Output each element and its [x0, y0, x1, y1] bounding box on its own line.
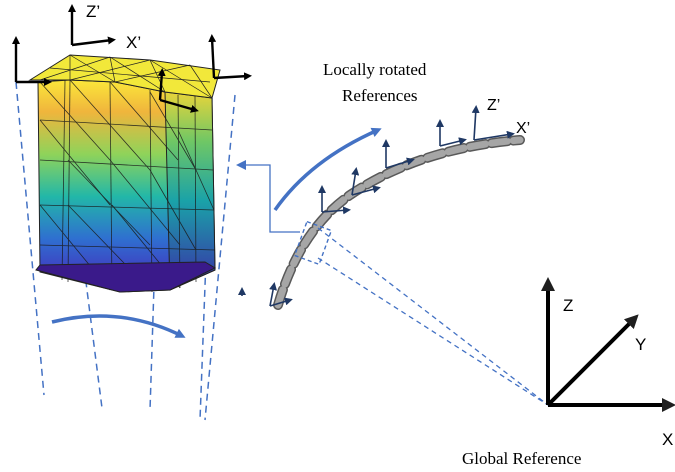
- local-refs-caption-line1: Locally rotated: [323, 60, 427, 79]
- local-triad-5: [436, 119, 467, 147]
- global-axis-y: [546, 314, 639, 407]
- block-axis-z-label: Z’: [86, 2, 100, 21]
- local-triad-3: [351, 167, 381, 196]
- global-ref-caption: Global Reference: [462, 449, 581, 468]
- selected-segment-box: [293, 220, 333, 266]
- rotation-arrow-arc: [273, 127, 382, 212]
- block-bottom-face: [35, 261, 217, 293]
- global-axis-x-label: X: [662, 430, 673, 449]
- block-top-mesh: [39, 54, 213, 99]
- local-axis-z-label: Z’: [487, 97, 500, 114]
- block-mesh-lines: [39, 79, 216, 293]
- block-axis-x-label: X’: [126, 33, 141, 52]
- projection-lines: [317, 227, 549, 406]
- local-triad-2: [318, 185, 351, 215]
- leader-line: [236, 160, 300, 233]
- global-axis-y-label: Y: [635, 335, 646, 354]
- segmented-curve-fill: [274, 136, 524, 309]
- mesh-block: [15, 54, 236, 421]
- local-triad-6: [471, 105, 515, 141]
- local-triad-1: [269, 282, 293, 307]
- block-side-face: [164, 91, 216, 291]
- global-axes: [541, 277, 675, 412]
- local-triad-4: [382, 139, 415, 169]
- local-axis-x-label: X’: [516, 120, 530, 137]
- local-refs-caption-line2: References: [342, 86, 418, 105]
- global-axis-z-label: Z: [563, 296, 573, 315]
- block-local-axes: [12, 4, 252, 113]
- local-triads: [238, 105, 515, 307]
- rotation-arrow-bottom: [51, 314, 186, 338]
